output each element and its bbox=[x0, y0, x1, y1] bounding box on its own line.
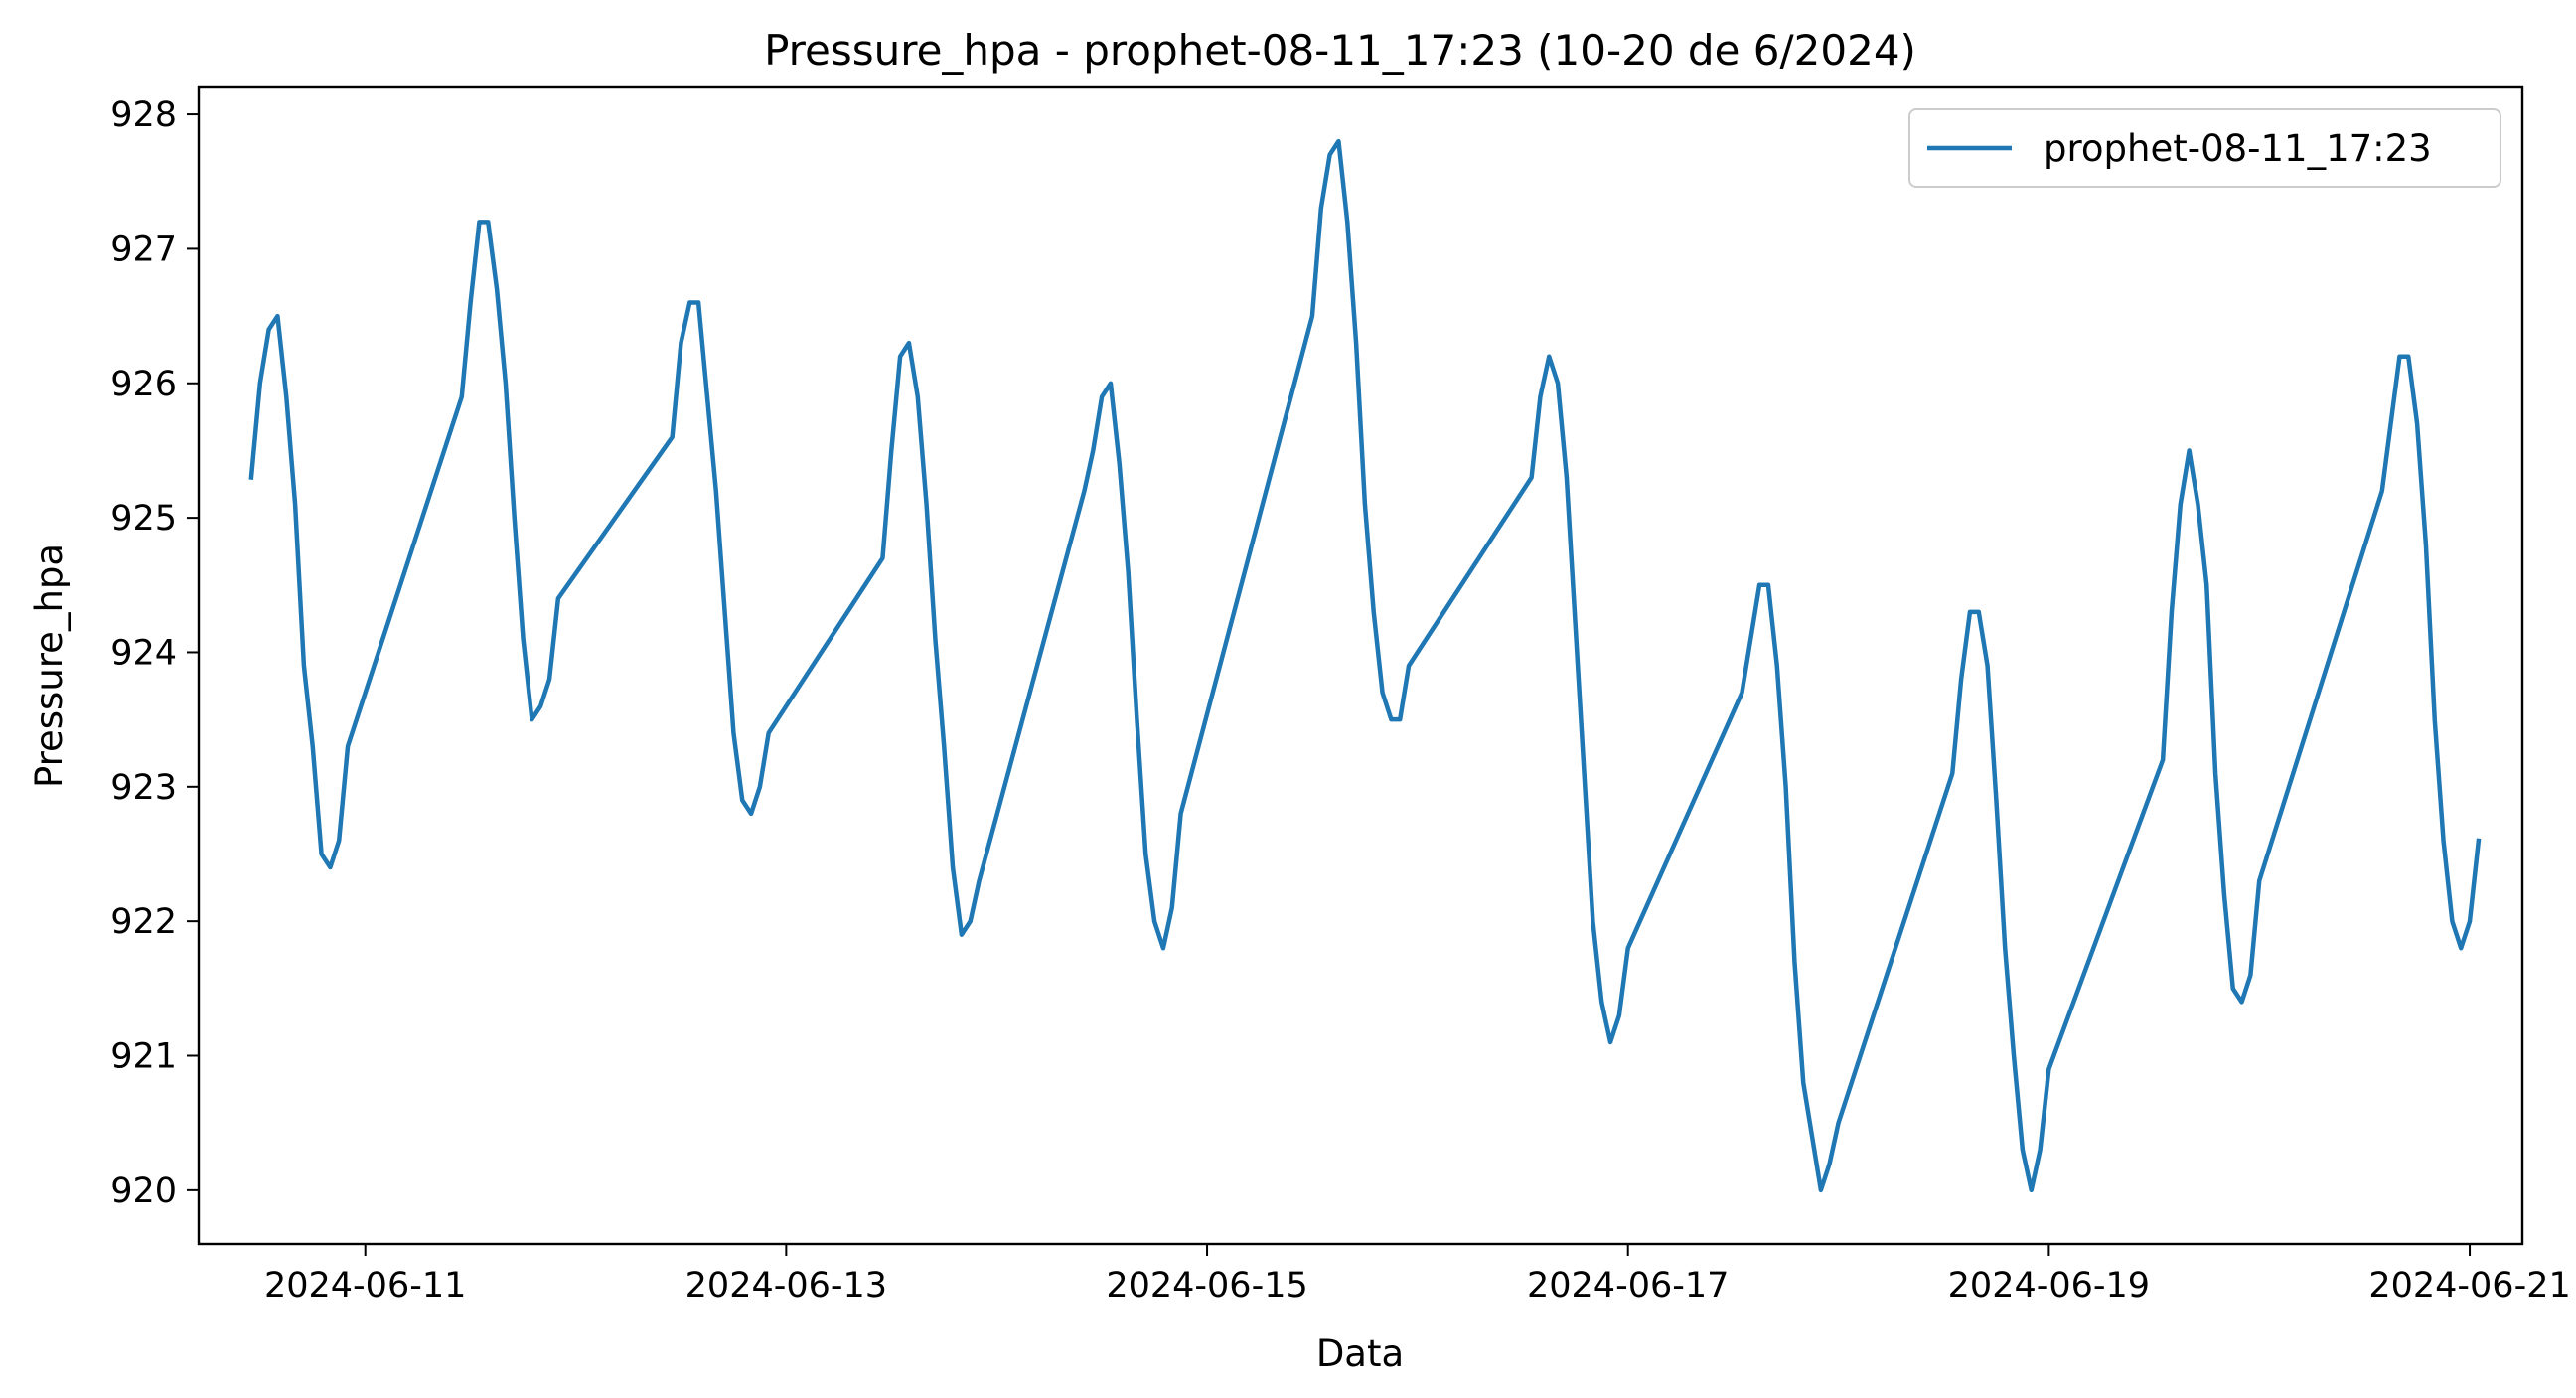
y-tick-label: 927 bbox=[110, 230, 177, 269]
y-tick-label: 921 bbox=[110, 1037, 177, 1077]
x-tick-label: 2024-06-17 bbox=[1527, 1266, 1729, 1306]
y-tick-label: 928 bbox=[110, 95, 177, 135]
chart-title: Pressure_hpa - prophet-08-11_17:23 (10-2… bbox=[764, 26, 1916, 75]
y-tick-label: 923 bbox=[110, 768, 177, 808]
x-tick-label: 2024-06-11 bbox=[264, 1266, 466, 1306]
x-tick-label: 2024-06-21 bbox=[2368, 1266, 2570, 1306]
x-axis: 2024-06-11 2024-06-13 2024-06-15 2024-06-17… bbox=[264, 1244, 2571, 1306]
y-tick-label: 925 bbox=[110, 499, 177, 539]
y-tick-label: 924 bbox=[110, 633, 177, 673]
y-axis: 920 921 922 923 924 925 926 927 928 bbox=[110, 95, 199, 1211]
legend-label: prophet-08-11_17:23 bbox=[2044, 127, 2432, 170]
axes-frame bbox=[197, 85, 2524, 1246]
y-tick-label: 926 bbox=[110, 365, 177, 404]
y-tick-label: 920 bbox=[110, 1171, 177, 1211]
legend-box bbox=[1908, 108, 2501, 188]
plot-area bbox=[248, 138, 2482, 1193]
series-line bbox=[248, 138, 2482, 1193]
x-tick-label: 2024-06-19 bbox=[1948, 1266, 2150, 1306]
x-tick-label: 2024-06-13 bbox=[685, 1266, 887, 1306]
y-tick-label: 922 bbox=[110, 902, 177, 942]
x-axis-label: Data bbox=[1316, 1332, 1404, 1375]
y-axis-label: Pressure_hpa bbox=[28, 544, 71, 788]
x-tick-label: 2024-06-15 bbox=[1106, 1266, 1307, 1306]
legend: prophet-08-11_17:23 bbox=[1908, 108, 2501, 188]
